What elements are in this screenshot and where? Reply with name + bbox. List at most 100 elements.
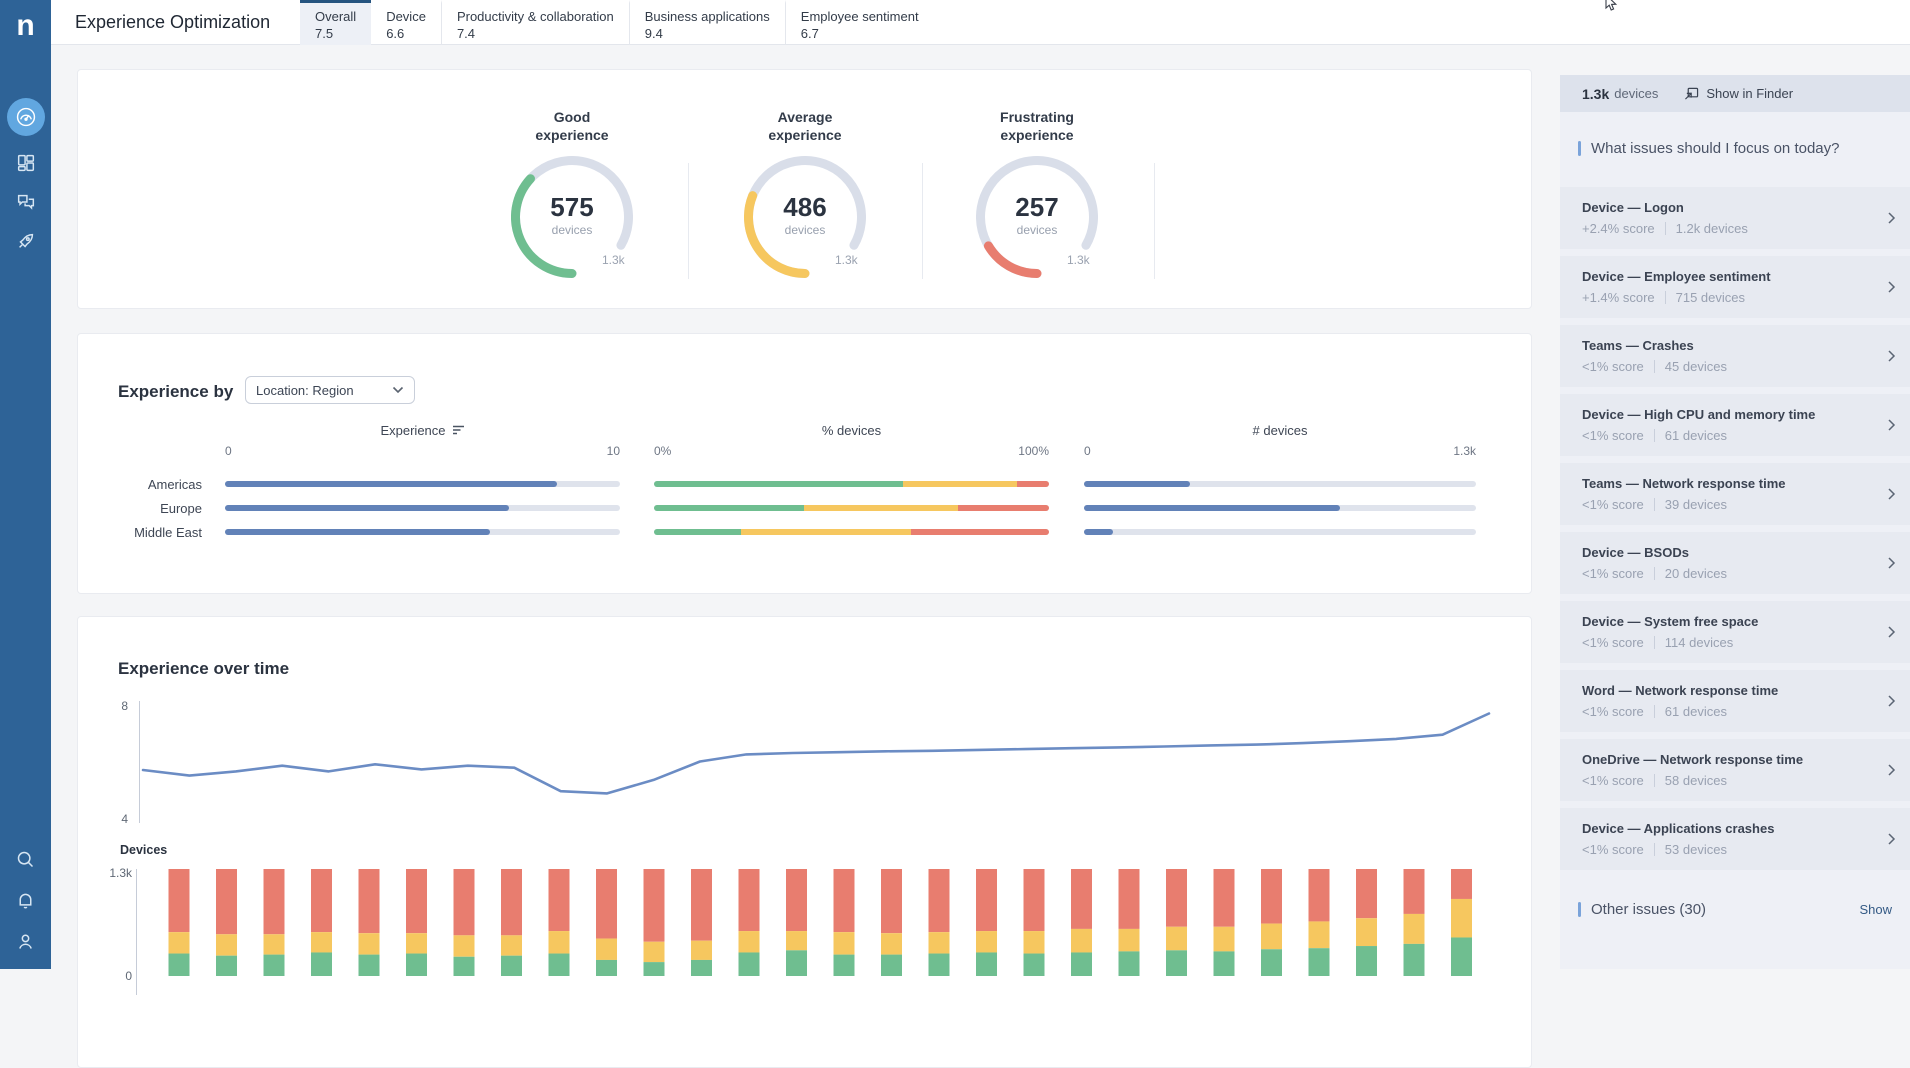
- chevron-right-icon: [1887, 211, 1896, 225]
- bar-segment-good: [1451, 937, 1472, 976]
- rocket-icon: [15, 230, 37, 252]
- tab-label: Device: [386, 8, 426, 25]
- bar-segment-average: [311, 932, 332, 952]
- tab-productivity-collaboration[interactable]: Productivity & collaboration7.4: [441, 0, 629, 45]
- bar-segment-frustrating: [359, 869, 380, 933]
- issues-panel-body: What issues should I focus on today? Dev…: [1560, 112, 1910, 969]
- bar-segment-average: [596, 939, 617, 960]
- bar-segment-good: [1166, 950, 1187, 976]
- bar-segment-average: [786, 931, 807, 950]
- segment-frustrating: [1017, 481, 1049, 487]
- issue-card-10[interactable]: Device — Applications crashes<1% score53…: [1560, 808, 1910, 870]
- gauge-unit: devices: [976, 223, 1098, 237]
- tab-business-applications[interactable]: Business applications9.4: [629, 0, 785, 45]
- column-header--devices: % devices: [654, 423, 1049, 438]
- issue-card-8[interactable]: Word — Network response time<1% score61 …: [1560, 670, 1910, 732]
- chevron-right-icon: [1887, 832, 1896, 846]
- issue-subtitle: <1% score114 devices: [1582, 635, 1874, 650]
- issue-title: Device — Employee sentiment: [1582, 269, 1874, 284]
- bar-segment-frustrating: [1071, 869, 1092, 929]
- tab-device[interactable]: Device6.6: [371, 0, 441, 45]
- bar-segment-good: [216, 956, 237, 976]
- issue-card-1[interactable]: Device — Logon+2.4% score1.2k devices: [1560, 187, 1910, 249]
- heading-accent-bar: [1578, 141, 1581, 156]
- experience-over-time-card: Experience over time 8 4 Devices 1.3k 0: [77, 616, 1532, 1068]
- user-icon[interactable]: [14, 929, 38, 953]
- sort-descending-icon[interactable]: [452, 425, 465, 435]
- axis-max-label: 100%: [1018, 444, 1049, 458]
- gauge-value: 257: [976, 192, 1098, 223]
- issue-device-count: 45 devices: [1665, 359, 1727, 374]
- subtitle-divider: [1654, 498, 1655, 511]
- issues-heading: What issues should I focus on today?: [1578, 140, 1892, 157]
- tab-overall[interactable]: Overall7.5: [300, 0, 371, 45]
- chevron-right-icon: [1887, 280, 1896, 294]
- nexthink-logo[interactable]: n: [0, 0, 51, 51]
- show-in-finder-icon: [1684, 87, 1699, 101]
- search-icon[interactable]: [14, 847, 38, 871]
- chat-engage-icon[interactable]: [14, 190, 38, 214]
- bar-segment-average: [976, 931, 997, 952]
- region-label: Europe: [78, 501, 202, 516]
- axis-labels: 01.3k: [1084, 444, 1476, 458]
- issue-card-4[interactable]: Device — High CPU and memory time<1% sco…: [1560, 394, 1910, 456]
- issue-card-5[interactable]: Teams — Network response time<1% score39…: [1560, 463, 1910, 525]
- show-other-issues-link[interactable]: Show: [1859, 902, 1892, 917]
- num-devices-bar: [1084, 505, 1476, 511]
- bar-segment-good: [1404, 944, 1425, 976]
- experience-line-chart: [139, 701, 1492, 823]
- line-ymin-label: 4: [108, 812, 128, 826]
- bar-segment-frustrating: [691, 869, 712, 941]
- issue-score: +1.4% score: [1582, 290, 1655, 305]
- subtitle-divider: [1654, 429, 1655, 442]
- tab-score: 7.5: [315, 25, 356, 42]
- issue-card-9[interactable]: OneDrive — Network response time<1% scor…: [1560, 739, 1910, 801]
- issue-title: OneDrive — Network response time: [1582, 752, 1874, 767]
- rocket-campaigns-icon[interactable]: [14, 229, 38, 253]
- issue-card-2[interactable]: Device — Employee sentiment+1.4% score71…: [1560, 256, 1910, 318]
- issue-card-6[interactable]: Device — BSODs<1% score20 devices: [1560, 532, 1910, 594]
- gauge-total: 1.3k: [1067, 253, 1090, 267]
- tab-score: 6.7: [801, 25, 919, 42]
- issue-score: <1% score: [1582, 842, 1644, 857]
- issue-card-7[interactable]: Device — System free space <1% score114 d…: [1560, 601, 1910, 663]
- bar-segment-frustrating: [1309, 869, 1330, 921]
- bar-segment-frustrating: [1024, 869, 1045, 931]
- gauge-value: 575: [511, 192, 633, 223]
- bar-segment-average: [1166, 927, 1187, 951]
- issue-device-count: 1.2k devices: [1676, 221, 1748, 236]
- region-label: Middle East: [78, 525, 202, 540]
- gauge-unit: devices: [744, 223, 866, 237]
- segment-average: [903, 481, 1018, 487]
- show-in-finder-link[interactable]: Show in Finder: [1684, 86, 1793, 101]
- bar-segment-average: [359, 933, 380, 954]
- issue-title: Device — BSODs: [1582, 545, 1874, 560]
- line-ymax-label: 8: [108, 699, 128, 713]
- bar-segment-frustrating: [786, 869, 807, 931]
- bell-icon[interactable]: [14, 888, 38, 912]
- gauge-title-line1: Good: [472, 108, 672, 126]
- tab-label: Overall: [315, 8, 356, 25]
- gauge-ring: 575devices1.3k: [511, 156, 633, 278]
- experience-score-fill: [225, 529, 490, 535]
- gauge-title-line1: Frustrating: [937, 108, 1137, 126]
- bar-segment-average: [929, 932, 950, 953]
- bar-segment-frustrating: [264, 869, 285, 934]
- bar-segment-good: [881, 955, 902, 976]
- location-region-dropdown[interactable]: Location: Region: [245, 376, 415, 404]
- gauge-dashboard-icon[interactable]: [7, 98, 45, 136]
- issue-title: Device — System free space: [1582, 614, 1874, 629]
- issue-title: Device — Logon: [1582, 200, 1874, 215]
- chevron-right-icon: [1887, 763, 1896, 777]
- experience-score-fill: [225, 505, 509, 511]
- bar-segment-average: [1309, 921, 1330, 948]
- tab-employee-sentiment[interactable]: Employee sentiment6.7: [785, 0, 934, 45]
- bar-segment-average: [1214, 927, 1235, 952]
- grid-dashboards-icon[interactable]: [14, 151, 38, 175]
- axis-labels: 010: [225, 444, 620, 458]
- chevron-down-icon: [392, 386, 404, 394]
- issue-card-3[interactable]: Teams — Crashes<1% score45 devices: [1560, 325, 1910, 387]
- issues-panel: 1.3k devices Show in Finder What issues …: [1560, 45, 1910, 969]
- segment-frustrating: [911, 529, 1049, 535]
- issue-device-count: 114 devices: [1665, 635, 1733, 650]
